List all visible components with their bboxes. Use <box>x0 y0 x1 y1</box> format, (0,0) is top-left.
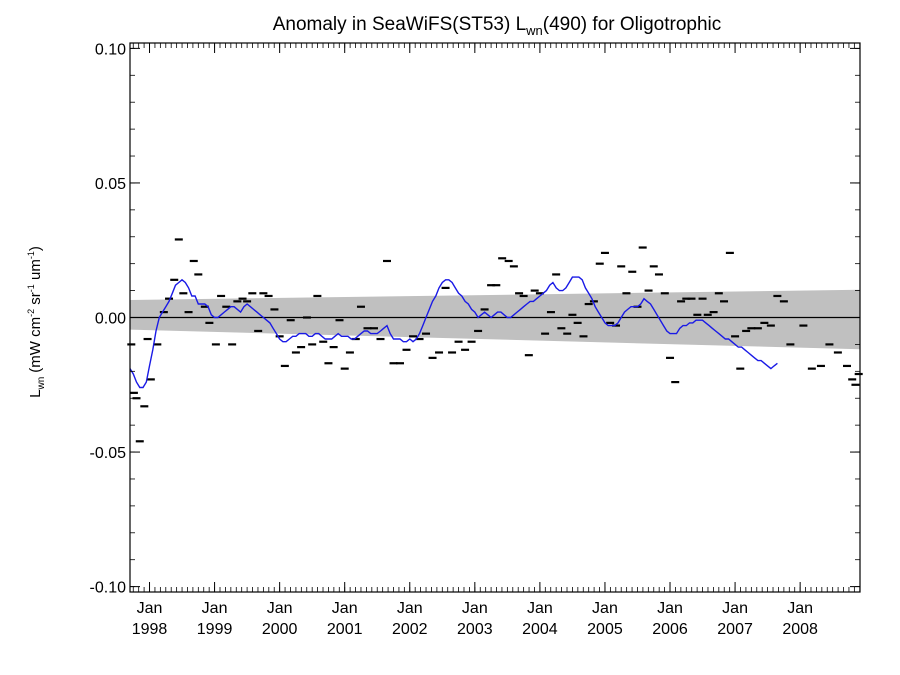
x-tick-label-month: Jan <box>332 600 358 617</box>
chart-title: Anomaly in SeaWiFS(ST53) Lwn(490) for Ol… <box>273 14 722 38</box>
y-axis-label-sr: sr <box>27 292 44 309</box>
series-line <box>129 276 778 389</box>
x-tick-label-month: Jan <box>787 600 813 617</box>
y-axis-label-um-exp: -1 <box>26 251 36 259</box>
x-tick-label-month: Jan <box>722 600 748 617</box>
x-tick-label-month: Jan <box>137 600 163 617</box>
y-tick-label: 0.00 <box>95 311 126 328</box>
y-tick-label: 0.10 <box>95 41 126 58</box>
y-axis-label-um: um <box>27 259 44 284</box>
x-tick-label-year: 2004 <box>522 621 558 638</box>
y-axis-label-symbol: L <box>27 390 44 398</box>
y-axis-label-units-close: ) <box>27 246 44 251</box>
x-tick-label-year: 2008 <box>782 621 818 638</box>
y-axis-label-sr-exp: -1 <box>26 284 36 292</box>
x-tick-label-year: 2002 <box>392 621 428 638</box>
plot-area: 0.10 0.05 0.00 -0.05 -0.10 Jan 1998 Jan 1999 Jan 2… <box>90 41 863 638</box>
x-tick-label-year: 1998 <box>132 621 168 638</box>
x-tick-label-month: Jan <box>397 600 423 617</box>
x-tick-label-year: 1999 <box>197 621 233 638</box>
x-tick-label-year: 2006 <box>652 621 688 638</box>
x-tick-label-year: 2007 <box>717 621 753 638</box>
chart-title-subscript: wn <box>525 23 543 38</box>
y-tick-label: -0.10 <box>90 580 127 597</box>
x-tick-label-year: 2001 <box>327 621 363 638</box>
y-axis-label-units-open: (mW cm <box>27 317 44 373</box>
x-tick-label-month: Jan <box>462 600 488 617</box>
x-tick-label-year: 2005 <box>587 621 623 638</box>
confidence-band <box>130 289 860 350</box>
x-tick-label-year: 2000 <box>262 621 298 638</box>
y-tick-label: -0.05 <box>90 445 127 462</box>
x-tick-label-month: Jan <box>527 600 553 617</box>
x-tick-label-month: Jan <box>657 600 683 617</box>
y-tick-label: 0.05 <box>95 176 126 193</box>
x-tick-label-month: Jan <box>592 600 618 617</box>
y-axis-label-cm-exp: -2 <box>26 309 36 317</box>
x-tick-label-month: Jan <box>202 600 228 617</box>
y-axis-label: Lwn(mW cm-2 sr-1 um-1) <box>26 246 47 398</box>
y-axis-label-symbol-sub: wn <box>36 377 47 391</box>
chart-title-suffix: (490) for Oligotrophic <box>543 14 721 35</box>
chart-title-prefix: Anomaly in SeaWiFS(ST53) L <box>273 14 526 35</box>
x-tick-label-year: 2003 <box>457 621 493 638</box>
x-tick-label-month: Jan <box>267 600 293 617</box>
